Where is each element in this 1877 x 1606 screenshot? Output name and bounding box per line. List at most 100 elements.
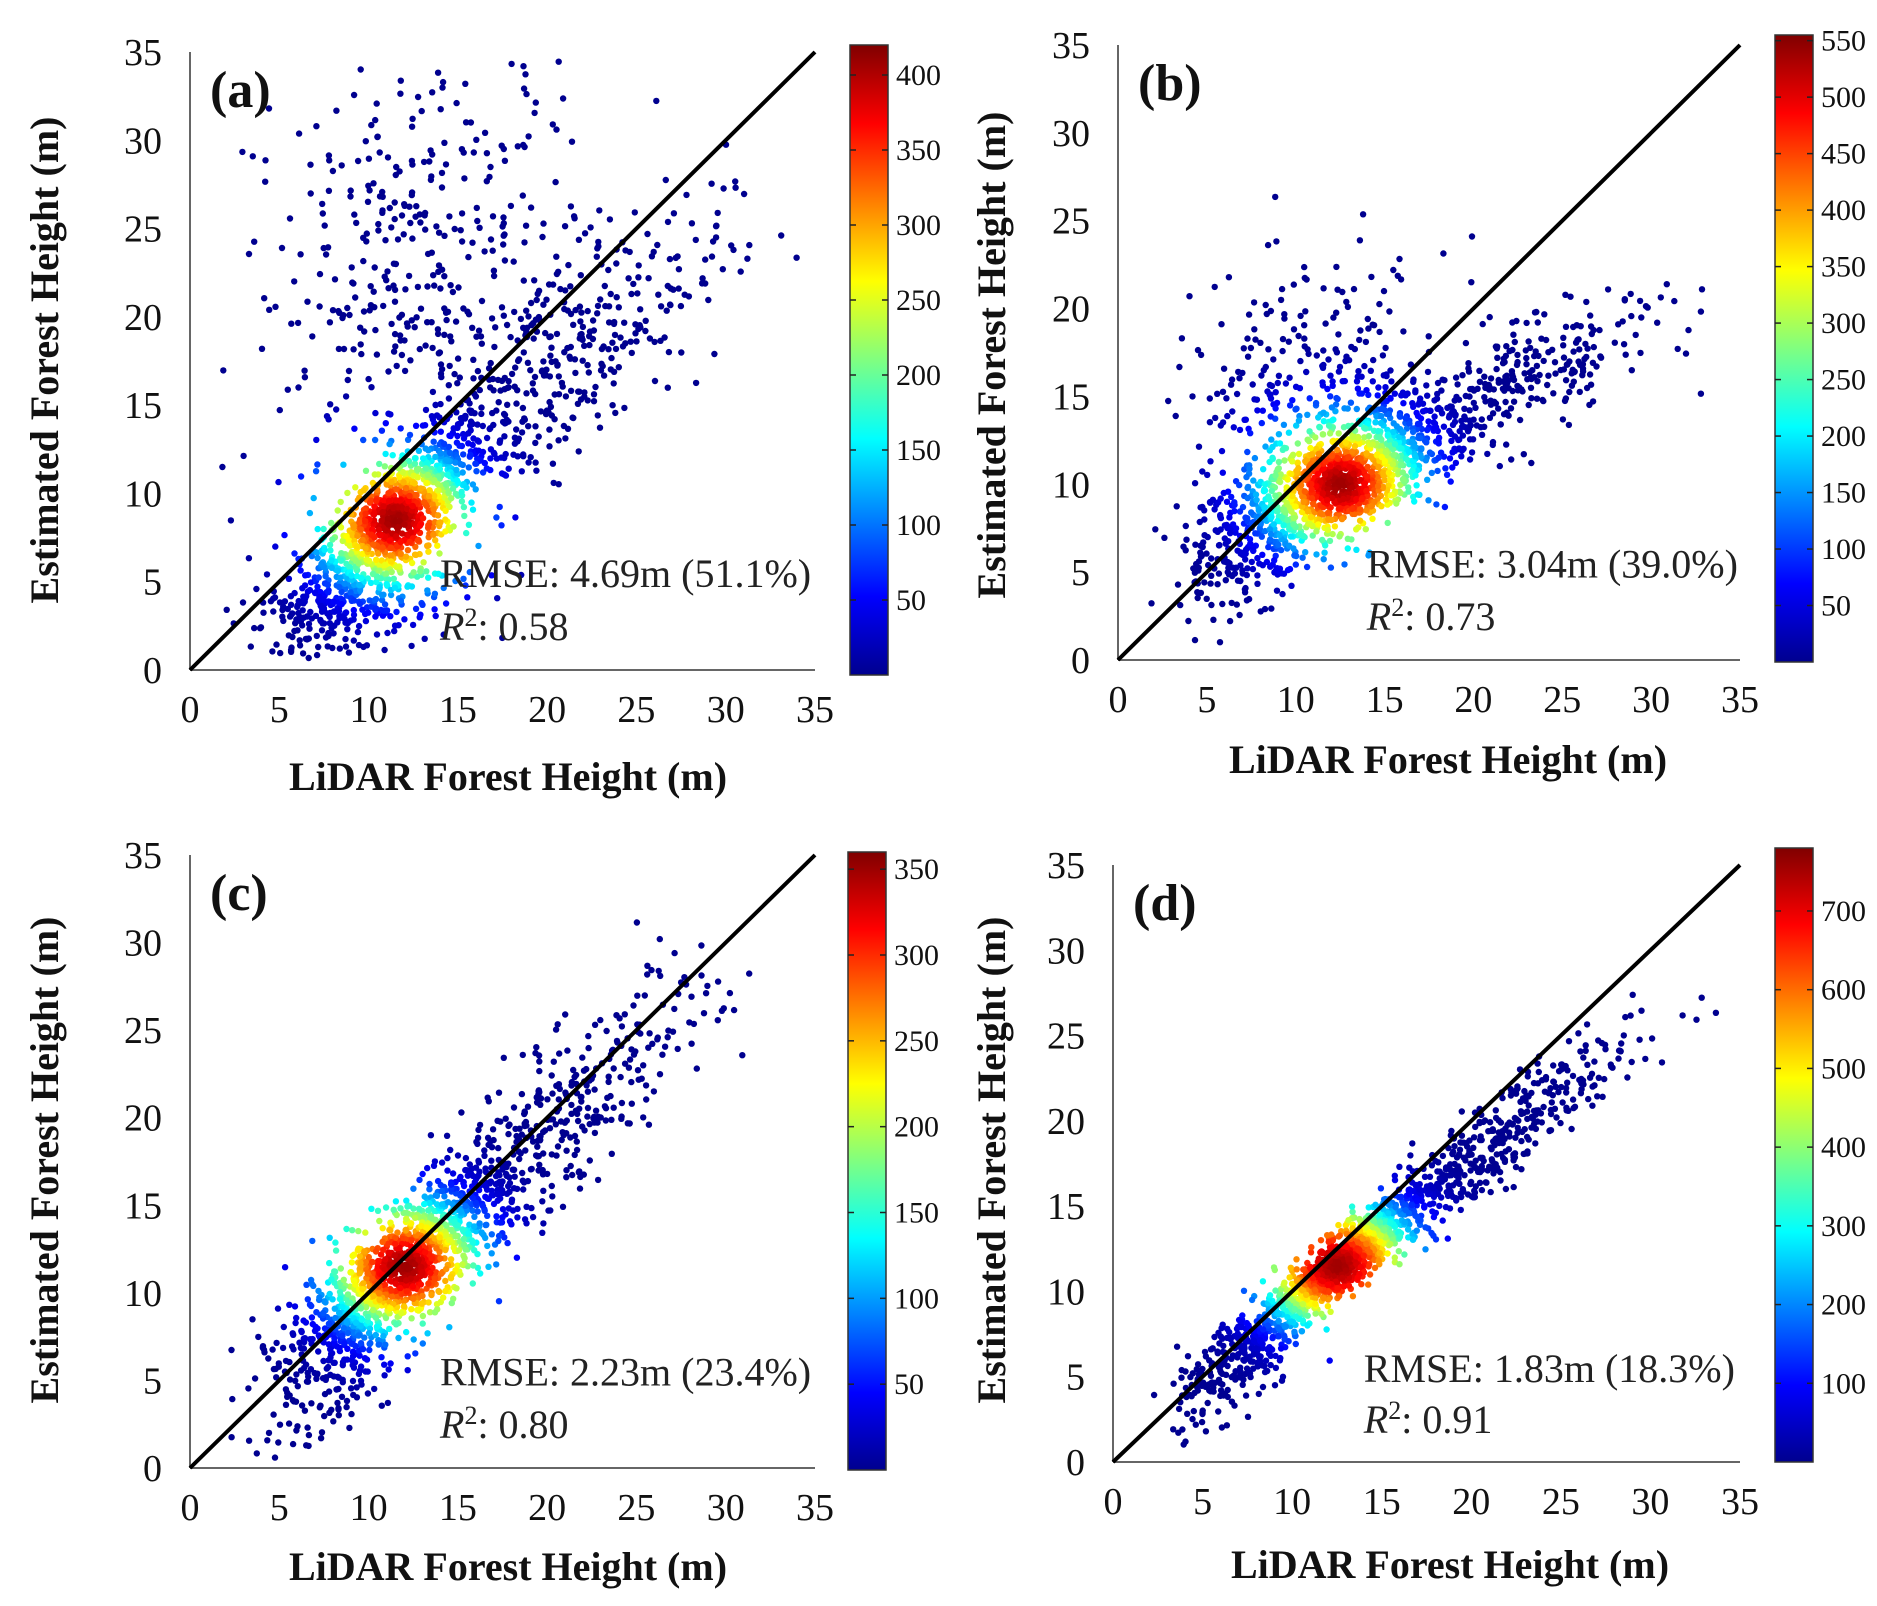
scatter-point [1221, 522, 1229, 529]
scatter-point [670, 210, 678, 217]
scatter-point [296, 642, 304, 649]
scatter-point [402, 286, 409, 293]
scatter-point [1391, 390, 1399, 397]
scatter-point [339, 1303, 346, 1311]
scatter-point [1332, 486, 1339, 493]
scatter-point [1279, 335, 1287, 343]
scatter-point [1402, 415, 1409, 422]
scatter-point [532, 99, 539, 106]
scatter-point [287, 593, 295, 600]
scatter-point [340, 461, 347, 468]
scatter-point [1539, 396, 1546, 404]
scatter-point [424, 471, 432, 479]
scatter-point [576, 388, 583, 395]
scatter-point [350, 606, 357, 614]
scatter-point [306, 586, 314, 594]
scatter-point [1300, 532, 1307, 540]
scatter-point [434, 330, 442, 338]
scatter-point [346, 311, 353, 319]
scatter-point [447, 333, 454, 340]
scatter-point [493, 514, 500, 521]
scatter-point [434, 69, 442, 76]
scatter-point [347, 187, 354, 194]
scatter-point [1345, 454, 1352, 461]
scatter-point [1240, 345, 1248, 352]
scatter-point [338, 1393, 346, 1401]
scatter-point [1427, 407, 1434, 414]
scatter-point [488, 315, 496, 322]
scatter-point [430, 531, 437, 538]
scatter-point [474, 367, 482, 375]
scatter-point [330, 630, 337, 637]
scatter-point [376, 149, 383, 156]
scatter-point [559, 95, 567, 102]
colorbar-tick-label: 300 [896, 209, 941, 242]
scatter-point [542, 329, 549, 337]
scatter-point [1431, 413, 1438, 420]
scatter-point [275, 478, 282, 486]
scatter-point [356, 582, 363, 589]
scatter-point [1290, 326, 1298, 333]
scatter-point [1468, 233, 1476, 240]
scatter-point [1570, 323, 1577, 331]
scatter-point [1356, 517, 1364, 524]
scatter-point [1306, 520, 1314, 528]
scatter-point [1435, 454, 1442, 461]
scatter-point [543, 296, 550, 303]
scatter-point [434, 1177, 442, 1185]
scatter-point [445, 443, 453, 451]
scatter-point [378, 427, 386, 434]
scatter-point [681, 291, 688, 298]
scatter-point [397, 538, 404, 546]
scatter-point [1302, 549, 1309, 556]
scatter-point [305, 635, 312, 642]
scatter-point [418, 107, 425, 115]
x-tick-label: 0 [1109, 679, 1128, 721]
scatter-point [1195, 443, 1203, 450]
scatter-point [393, 163, 400, 171]
scatter-point [327, 547, 334, 554]
scatter-point [626, 248, 633, 256]
scatter-point [1493, 365, 1500, 373]
scatter-point [314, 583, 321, 590]
scatter-point [1262, 301, 1269, 309]
scatter-point [602, 1105, 610, 1112]
scatter-point [1503, 343, 1510, 350]
scatter-point [675, 266, 683, 273]
scatter-point [478, 340, 485, 347]
scatter-point [299, 585, 306, 592]
scatter-point [1275, 465, 1283, 472]
scatter-point [1516, 416, 1524, 424]
scatter-point [456, 1175, 463, 1183]
scatter-point [256, 625, 264, 632]
scatter-point [702, 990, 710, 997]
scatter-point [483, 465, 490, 472]
scatter-point [665, 348, 673, 356]
scatter-point [1312, 434, 1319, 441]
scatter-point [1217, 495, 1224, 502]
scatter-point [688, 220, 696, 227]
scatter-point [1206, 395, 1214, 402]
scatter-point [393, 362, 400, 370]
scatter-point [602, 302, 609, 310]
scatter-point [429, 151, 436, 158]
scatter-point [1286, 565, 1294, 573]
scatter-point [384, 515, 391, 522]
scatter-point [251, 238, 258, 245]
scatter-point [597, 1016, 604, 1024]
scatter-point [1494, 354, 1501, 361]
scatter-point [1342, 439, 1350, 446]
scatter-point [307, 579, 315, 586]
scatter-point [314, 554, 321, 562]
y-tick-label: 25 [1052, 201, 1090, 243]
scatter-point [344, 489, 351, 497]
scatter-point [1510, 331, 1517, 338]
scatter-point [495, 1089, 503, 1096]
scatter-point [1249, 381, 1256, 388]
scatter-point [344, 626, 351, 633]
scatter-point [1294, 440, 1302, 447]
scatter-point [363, 230, 370, 237]
scatter-point [498, 304, 506, 311]
scatter-point [349, 279, 356, 286]
scatter-point [518, 571, 525, 579]
